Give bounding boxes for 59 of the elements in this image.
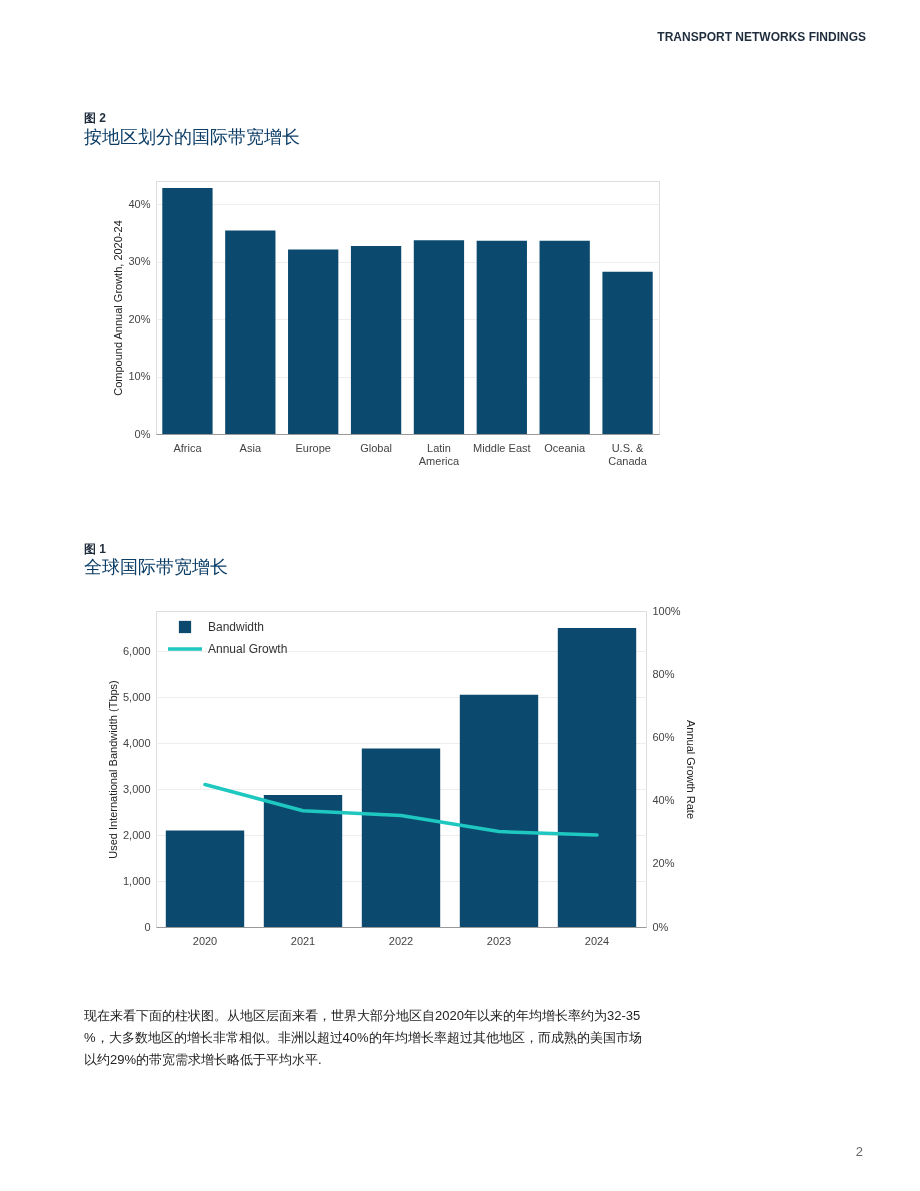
x-tick-label: Latin America <box>418 441 460 467</box>
text: TRANSPORT NETWORKS FINDINGS <box>657 30 866 44</box>
bar <box>557 628 637 927</box>
y2-tick-label: 20% <box>652 857 675 870</box>
bar <box>361 748 441 927</box>
y-tick-label: 5,000 <box>122 690 151 703</box>
y2-tick-label: 40% <box>652 794 675 807</box>
y-tick-label: 0% <box>134 427 151 440</box>
chart-title: 按地区划分的国际带宽增长 <box>84 127 300 147</box>
bar <box>602 271 653 434</box>
bar <box>162 187 213 434</box>
bar <box>459 694 539 927</box>
bar <box>225 230 276 434</box>
line-series <box>203 782 599 837</box>
bar <box>288 249 339 434</box>
x-tick-label: 2020 <box>192 934 218 947</box>
x-tick-label: 2024 <box>584 934 610 947</box>
y-axis-title: Compound Annual Growth, 2020-24 <box>112 220 125 396</box>
y2-axis-title: Annual Growth Rate <box>684 719 697 820</box>
y-tick-label: 6,000 <box>122 644 151 657</box>
x-tick-label: U.S. & Canada <box>608 441 648 467</box>
bar <box>350 245 402 434</box>
y-tick-label: 0 <box>144 920 151 933</box>
y-tick-label: 10% <box>128 370 151 382</box>
x-tick-label: Asia <box>239 441 262 454</box>
bar <box>476 240 527 434</box>
text: %，大多数地区的增长非常相似。非洲以超过40%的年均增长率超过其他地区，而成熟的美国市场 <box>84 1030 642 1045</box>
y2-tick-label: 0% <box>652 920 669 933</box>
legend-label: Annual Growth <box>208 642 288 656</box>
x-tick-label: Oceania <box>544 441 587 454</box>
y2-tick-label: 60% <box>652 730 675 743</box>
y-tick-label: 4,000 <box>122 736 151 749</box>
x-tick-label: 2021 <box>290 934 316 947</box>
x-tick-label: 2023 <box>486 934 512 947</box>
chart-title: 全球国际带宽增长 <box>84 557 228 577</box>
y-tick-label: 30% <box>128 255 151 267</box>
text: 以约29%的带宽需求增长略低于平均水平. <box>84 1052 322 1067</box>
x-tick-label: Europe <box>295 441 331 454</box>
text: 现在来看下面的柱状图。从地区层面来看，世界大部分地区自2020年以来的年均增长率约为32-35 <box>84 1008 641 1023</box>
y-tick-label: 40% <box>128 197 151 210</box>
bar <box>413 240 465 434</box>
y-tick-label: 2,000 <box>122 828 151 841</box>
y-tick-label: 20% <box>128 312 151 325</box>
text: 2 <box>855 1144 863 1159</box>
x-tick-label: Africa <box>173 441 203 454</box>
bar <box>263 794 343 927</box>
bar <box>165 830 245 927</box>
y-tick-label: 3,000 <box>122 782 151 795</box>
y2-tick-label: 80% <box>652 667 675 680</box>
y-tick-label: 1,000 <box>122 874 151 887</box>
x-tick-label: 2022 <box>388 934 414 947</box>
x-tick-label: Middle East <box>473 441 531 454</box>
x-tick-label: Global <box>360 441 392 454</box>
caption: 图 2 <box>84 111 107 125</box>
legend-label: Bandwidth <box>208 620 265 634</box>
bar <box>539 240 590 434</box>
y2-tick-label: 100% <box>652 604 681 617</box>
y-axis-title: Used International Bandwidth (Tbps) <box>106 680 119 859</box>
caption: 图 1 <box>84 542 107 556</box>
